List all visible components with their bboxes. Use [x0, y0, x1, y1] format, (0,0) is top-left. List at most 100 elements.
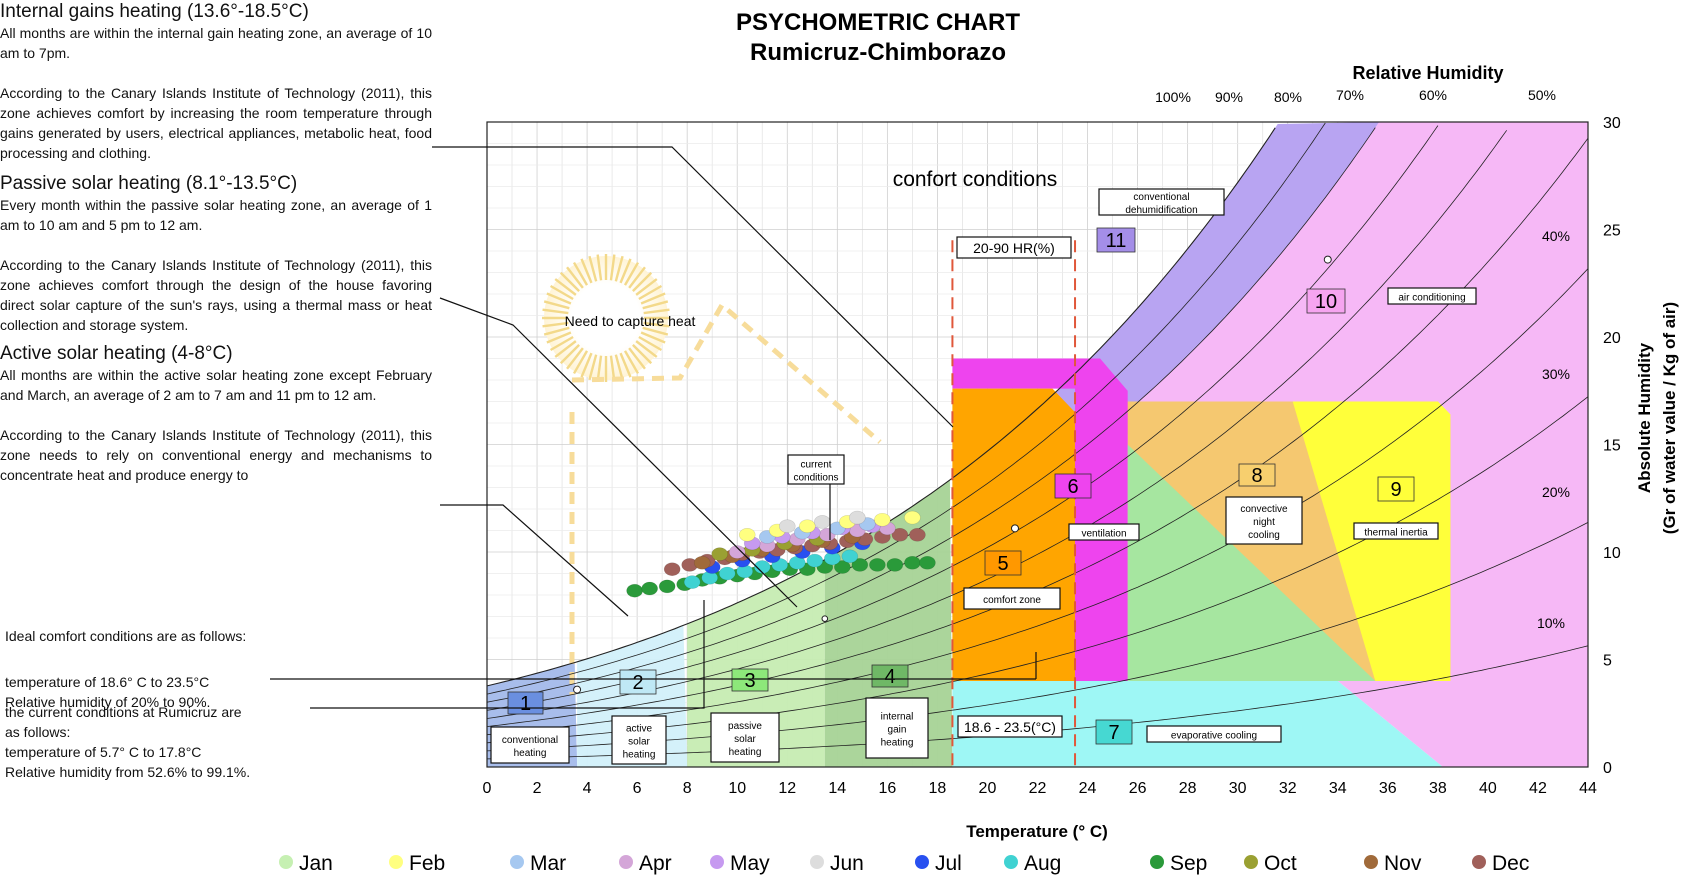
legend-label-apr: Apr	[639, 852, 672, 875]
x-tick-label: 20	[979, 780, 997, 797]
data-point-jun	[814, 515, 831, 529]
sun-ray	[542, 308, 569, 315]
section-text-passive-solar-1: Every month within the passive solar hea…	[0, 197, 432, 233]
data-point-dec	[663, 562, 681, 577]
rh-curve-40	[487, 268, 1588, 736]
sun-dash-right	[571, 301, 882, 444]
zone-11-name-label: conventional	[1133, 192, 1189, 203]
legend-label-nov: Nov	[1384, 852, 1422, 875]
marker-circle	[821, 615, 829, 622]
zone-6-name-box	[1068, 523, 1140, 541]
sun-ray	[640, 331, 666, 344]
y-tick-label: 30	[1603, 115, 1621, 132]
data-point-feb	[874, 512, 891, 527]
legend-label-may: May	[730, 852, 770, 875]
leader-line	[310, 600, 705, 709]
zone-3-name-label: heating	[729, 747, 762, 758]
zone-9-name-box	[1353, 522, 1439, 540]
sun-ray	[619, 258, 632, 284]
zone-2-name-box	[611, 715, 667, 765]
leader-line	[439, 297, 798, 608]
zone-3-name-label: passive	[728, 721, 762, 732]
rh-label-10: 10%	[1537, 615, 1565, 631]
zone-4-name-box	[865, 697, 929, 759]
section-text-passive-solar-2: According to the Canary Islands Institut…	[0, 257, 432, 333]
x-tick-label: 32	[1279, 780, 1297, 797]
x-tick-label: 36	[1379, 780, 1397, 797]
data-point-aug	[718, 566, 736, 581]
zone-11-name-label: dehumidification	[1125, 205, 1197, 216]
x-tick-label: 22	[1029, 780, 1047, 797]
x-tick-label: 6	[633, 780, 642, 797]
zone-1-name-label: conventional	[502, 735, 558, 746]
data-point-feb	[904, 510, 921, 525]
zone-8-name-label: convective	[1240, 504, 1288, 515]
data-point-sep	[834, 560, 851, 574]
sun-ray	[566, 347, 584, 370]
x-tick-label: 2	[533, 780, 542, 797]
data-point-feb	[738, 527, 756, 542]
rh-label-100: 100%	[1155, 89, 1191, 105]
x-tick-label: 30	[1229, 780, 1247, 797]
x-tick-label: 26	[1129, 780, 1147, 797]
data-point-sep	[626, 583, 643, 598]
legend-swatch-apr	[619, 855, 633, 869]
sun-ray	[554, 340, 577, 358]
zone-5-name-label: comfort zone	[983, 595, 1041, 606]
section-text-internal-gains-2: According to the Canary Islands Institut…	[0, 85, 432, 161]
x-tick-label: 40	[1479, 780, 1497, 797]
data-point-jun	[849, 510, 866, 525]
ideal-lines-panel: temperature of 18.6° C to 23.5°C Relativ…	[5, 672, 325, 712]
comfort-title: confort conditions	[893, 168, 1058, 191]
legend-label-dec: Dec	[1492, 852, 1529, 875]
zone-5-number: 5	[997, 553, 1008, 575]
zone-10-number: 10	[1315, 291, 1337, 313]
rh-range-box	[956, 236, 1072, 259]
x-tick-label: 0	[483, 780, 492, 797]
legend-swatch-sep	[1150, 855, 1164, 869]
zone-3-number-box	[731, 668, 769, 692]
zone-8-number: 8	[1251, 465, 1262, 487]
zone-8-name-box	[1225, 496, 1303, 545]
x-tick-label: 44	[1579, 780, 1597, 797]
rh-curve-20	[487, 522, 1588, 752]
current-conditions-box	[787, 454, 845, 485]
sun-ray	[572, 350, 589, 375]
x-tick-label: 42	[1529, 780, 1547, 797]
data-point-sep	[851, 558, 869, 572]
zone-10-name-box	[1387, 287, 1477, 305]
sun-ray	[566, 266, 584, 289]
rh-label-50: 50%	[1528, 87, 1556, 103]
section-text-internal-gains-1: All months are within the internal gain …	[0, 25, 432, 61]
rh-curve-30	[487, 396, 1588, 744]
sun-ray	[635, 340, 658, 358]
zone-2-number-box	[619, 669, 657, 695]
zone-night-cooling-green	[1127, 444, 1376, 681]
zone-7-name-label: evaporative cooling	[1171, 730, 1257, 741]
y-tick-label: 0	[1603, 760, 1612, 777]
legend-label-mar: Mar	[530, 852, 566, 875]
section-title-active-solar: Active solar heating (4-8°C)	[0, 343, 233, 364]
zone-4-name-label: internal	[881, 711, 914, 722]
data-point-oct	[711, 547, 729, 561]
zone-5-number-box	[984, 550, 1022, 576]
zone-9-name-label: thermal inertia	[1364, 527, 1428, 538]
legend-label-oct: Oct	[1264, 852, 1297, 875]
x-tick-label: 38	[1429, 780, 1447, 797]
sun-ray	[643, 321, 670, 328]
marker-circle	[1323, 255, 1332, 264]
zone-2-name-label: active	[626, 723, 653, 734]
legend-swatch-aug	[1004, 855, 1018, 869]
sun-ray	[580, 352, 593, 378]
zone-internal-gain-heating-area	[824, 479, 953, 767]
sun-ray	[628, 266, 646, 289]
legend-swatch-mar	[510, 855, 524, 869]
data-point-dec	[891, 527, 909, 542]
zone-7-number: 7	[1108, 722, 1119, 744]
zone-6-number: 6	[1067, 476, 1078, 498]
zone-8-name-label: cooling	[1248, 530, 1280, 541]
data-point-sep	[869, 558, 886, 572]
sun-ray	[619, 352, 632, 378]
data-point-dec	[909, 527, 926, 542]
sun-ray	[632, 344, 653, 365]
